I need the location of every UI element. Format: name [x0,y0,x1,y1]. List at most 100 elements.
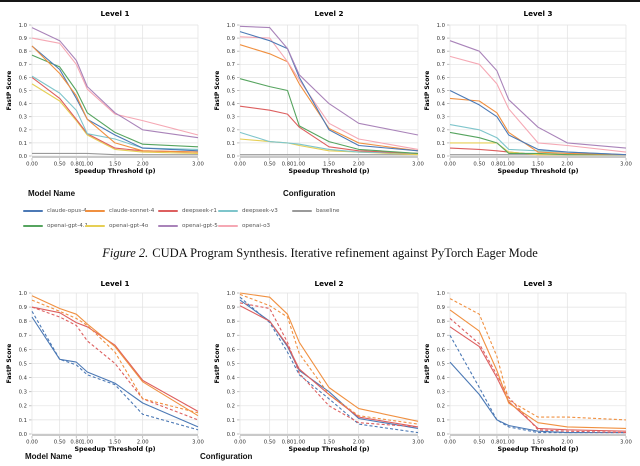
openai-gpt-4.1-line [31,54,199,148]
y-tick-label: 0.8 [227,49,236,55]
x-axis-label: Speedup Threshold (p) [288,446,369,453]
claude-sonnet-4-color-swatch [85,210,105,212]
y-axis-label: FastP Score [214,71,221,111]
x-tick-label: 1.00 [503,440,515,446]
x-tick-label: 0.50 [264,162,276,168]
chart-title: Level 2 [315,9,344,18]
claude-sonnet-4-line [31,45,199,153]
x-tick-label: 0.00 [26,440,38,446]
legend-entry-openai-gpt-5: openai-gpt-5 [158,222,218,230]
x-axis-label: Speedup Threshold (p) [74,168,155,175]
y-tick-label: 0.1 [19,141,27,147]
legend-row-1: claude-opus-4 claude-sonnet-4 deepseek-r1 d… [23,207,623,217]
y-axis-label: FastP Score [214,344,221,384]
openai-o3-color-swatch [218,225,238,227]
deepseek-r1-dashed-line [449,317,627,434]
chart-top-level-3-svg: 0.00 0.50 0.80 1.00 1.50 2.00 3.00 0.0 0.1 0.2 0.3… [424,9,633,175]
page-top-rule [0,0,640,2]
y-axis-label: FastP Score [6,344,13,384]
bottom-legend-configuration-title: Configuration [200,452,253,461]
chart-bottom-level-2-svg: 0.00 0.50 0.80 1.00 1.50 2.00 3.00 0.0 0.1 0.2 0.3… [214,279,425,453]
legend-entry-label: openai-o3 [242,223,271,229]
y-tick-label: 0.6 [437,347,446,353]
y-tick-label: 0.5 [227,361,235,367]
openai-o3-line [449,55,627,153]
chart-title: Level 1 [101,9,130,18]
chart-bottom-level-1-svg: 0.00 0.50 0.80 1.00 1.50 2.00 3.00 0.0 0.1 0.2 0.3… [6,279,205,453]
y-tick-label: 0.9 [437,36,445,42]
claude-sonnet-4-line [239,44,419,152]
x-tick-label: 1.00 [81,440,93,446]
chart-top-level-2-svg: 0.00 0.50 0.80 1.00 1.50 2.00 3.00 0.0 0.1 0.2 0.3… [214,9,425,175]
y-tick-label: 0.6 [19,347,28,353]
figure-caption-label: Figure 2. [102,246,149,260]
legend-entry-label: baseline [316,208,340,214]
y-tick-label: 0.8 [19,49,28,55]
y-tick-label: 0.3 [437,115,445,121]
x-tick-label: 3.00 [412,162,424,168]
deepseek-r1-line [239,105,419,154]
bottom-legend-model-name-title: Model Name [25,452,73,461]
x-tick-label: 3.00 [192,162,204,168]
y-tick-label: 0.7 [437,62,445,68]
x-tick-label: 3.00 [620,162,632,168]
x-tick-label: 1.50 [109,440,121,446]
y-tick-label: 0.2 [19,404,27,410]
x-tick-label: 1.50 [323,440,335,446]
x-tick-label: 2.00 [561,440,573,446]
openai-gpt-5-line [239,25,419,136]
openai-o3-line [239,36,419,150]
y-tick-label: 0.3 [19,390,27,396]
deepseek-r1-line [239,305,419,428]
deepseek-v3-line [239,131,419,154]
y-tick-label: 0.5 [19,88,27,94]
x-tick-label: 1.00 [293,440,305,446]
x-tick-label: 3.00 [620,440,632,446]
y-tick-label: 1.0 [19,291,28,297]
chart-title: Level 3 [524,9,553,18]
y-tick-label: 0.9 [227,305,235,311]
legend-entry-label: deepseek-r1 [182,208,217,214]
y-tick-label: 0.3 [437,390,445,396]
y-tick-label: 0.7 [227,62,235,68]
legend-entry-claude-sonnet-4: claude-sonnet-4 [85,207,154,215]
x-tick-label: 0.80 [282,440,294,446]
claude-opus-4-dashed-line [449,335,626,434]
x-tick-label: 0.50 [473,162,485,168]
deepseek-v3-color-swatch [218,210,238,212]
x-tick-label: 2.00 [137,440,149,446]
y-tick-label: 0.4 [227,376,236,382]
y-tick-label: 0.6 [227,347,236,353]
y-tick-label: 0.6 [227,75,236,81]
openai-gpt-5-line [449,40,627,149]
chart-title: Level 2 [315,279,344,288]
y-tick-label: 0.2 [19,128,27,134]
y-tick-label: 0.4 [19,376,28,382]
x-tick-label: 0.80 [70,162,82,168]
y-tick-label: 1.0 [227,291,236,297]
chart-bottom-level-3-svg: 0.00 0.50 0.80 1.00 1.50 2.00 3.00 0.0 0.1 0.2 0.3… [424,279,633,453]
y-tick-label: 0.0 [437,154,446,160]
legend-entry-openai-gpt-4.1: openai-gpt-4.1 [23,222,88,230]
openai-gpt-4.1-line [449,131,626,156]
legend-entry-openai-gpt-4o: openai-gpt-4o [85,222,148,230]
legend-entry-label: openai-gpt-5 [182,223,218,229]
y-tick-label: 0.5 [437,88,445,94]
claude-sonnet-4-dashed-line [31,299,199,414]
chart-top-level-1-svg: 0.00 0.50 0.80 1.00 1.50 2.00 3.00 0.0 0.1 0.2 0.3… [6,9,205,175]
x-tick-label: 0.80 [491,162,503,168]
legend-configuration-title: Configuration [283,189,336,198]
x-tick-label: 3.00 [192,440,204,446]
y-tick-label: 1.0 [437,291,446,297]
claude-opus-4-dashed-line [31,311,199,431]
y-tick-label: 0.4 [437,376,446,382]
baseline-color-swatch [292,210,312,212]
openai-gpt-4.1-line [239,78,419,154]
x-tick-label: 0.50 [264,440,276,446]
claude-sonnet-4-line [449,97,627,156]
chart-top-level-1: 0.00 0.50 0.80 1.00 1.50 2.00 3.00 0.0 0.1 0.2 0.3… [4,3,208,186]
y-tick-label: 0.0 [437,432,446,438]
x-axis-label: Speedup Threshold (p) [74,446,155,453]
legend-entry-openai-o3: openai-o3 [218,222,270,230]
y-tick-label: 0.0 [227,432,236,438]
